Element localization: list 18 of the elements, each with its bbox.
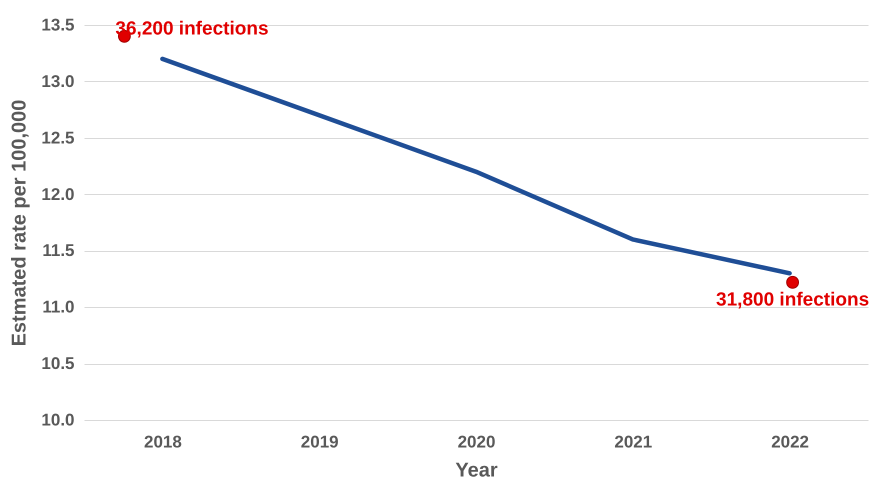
annotation: 36,200 infections — [115, 18, 269, 40]
annotation: 31,800 infections — [716, 289, 870, 310]
y-tick-label: 11.5 — [42, 241, 74, 260]
x-tick-label: 2022 — [771, 432, 810, 452]
x-axis-title: Year — [455, 460, 498, 482]
y-tick-label: 12.0 — [41, 184, 74, 204]
x-tick-label: 2021 — [614, 432, 652, 452]
y-axis-title: Estmated rate per 100,000 — [8, 100, 30, 346]
x-tick-label: 2019 — [300, 432, 339, 452]
y-tick-label: 10.5 — [41, 354, 74, 374]
y-tick-label: 12.5 — [41, 128, 74, 148]
y-tick-label: 13.0 — [41, 72, 74, 91]
y-tick-label: 13.5 — [41, 16, 74, 34]
line-series — [160, 56, 792, 276]
x-tick-label: 2018 — [144, 432, 182, 452]
y-tick-label: 11.0 — [42, 298, 74, 317]
x-tick-label: 2020 — [458, 432, 496, 452]
y-tick-label: 10.0 — [41, 410, 74, 430]
